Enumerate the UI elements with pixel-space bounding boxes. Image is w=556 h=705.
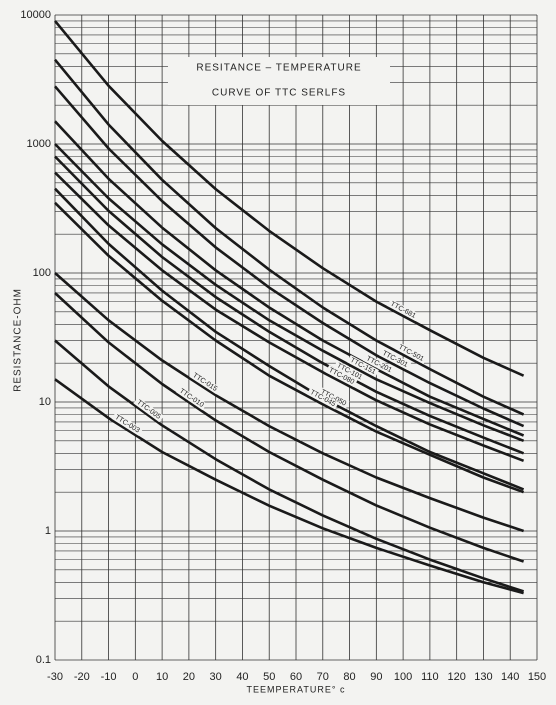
curve bbox=[54, 120, 525, 437]
y-tick-label: 1000 bbox=[27, 138, 51, 150]
x-tick-label: 150 bbox=[528, 671, 546, 683]
curve bbox=[54, 143, 525, 443]
x-tick-label: -20 bbox=[74, 671, 90, 683]
x-tick-label: 40 bbox=[236, 671, 248, 683]
x-tick-label: 10 bbox=[156, 671, 168, 683]
x-tick-label: 110 bbox=[421, 671, 439, 683]
y-tick-label: 10000 bbox=[20, 9, 51, 21]
y-tick-label: 0.1 bbox=[36, 654, 51, 666]
curves bbox=[53, 20, 525, 595]
curve bbox=[54, 292, 525, 563]
chart-subtitle: CURVE OF TTC SERLFS bbox=[212, 88, 346, 99]
curve bbox=[54, 378, 524, 595]
x-tick-label: 30 bbox=[210, 671, 222, 683]
chart-title: RESITANCE – TEMPERATURE bbox=[196, 63, 361, 74]
label-bg bbox=[133, 396, 165, 423]
label-bg bbox=[317, 386, 350, 409]
curve bbox=[54, 339, 525, 593]
label-bg bbox=[333, 360, 366, 383]
title-box bbox=[168, 57, 390, 105]
label-bg bbox=[306, 387, 339, 410]
x-tick-label: 90 bbox=[370, 671, 382, 683]
x-tick-label: -10 bbox=[101, 671, 117, 683]
x-tick-label: 80 bbox=[343, 671, 355, 683]
x-tick-label: 130 bbox=[474, 671, 492, 683]
label-bg bbox=[379, 348, 412, 370]
y-tick-label: 10 bbox=[39, 396, 51, 408]
curve bbox=[53, 58, 525, 416]
label-bg bbox=[111, 412, 143, 436]
curve bbox=[53, 20, 525, 377]
grid bbox=[54, 14, 538, 661]
y-tick-label: 1 bbox=[45, 525, 51, 537]
label-bg bbox=[362, 353, 396, 376]
label-bg bbox=[189, 370, 221, 395]
x-tick-label: 140 bbox=[501, 671, 519, 683]
curve bbox=[54, 201, 525, 494]
curve bbox=[54, 187, 525, 491]
x-tick-label: 0 bbox=[132, 671, 138, 683]
label-bg bbox=[387, 298, 420, 321]
x-tick-label: 60 bbox=[290, 671, 302, 683]
x-axis-label: TEEMPERATURE° c bbox=[247, 684, 346, 694]
curve bbox=[54, 155, 525, 455]
x-tick-label: 20 bbox=[183, 671, 195, 683]
curve bbox=[54, 272, 525, 533]
label-bg bbox=[346, 355, 379, 378]
x-tick-label: 50 bbox=[263, 671, 275, 683]
y-axis-label: RESISTANCE-OHM bbox=[13, 288, 24, 392]
label-bg bbox=[325, 365, 358, 388]
x-tick-label: 100 bbox=[394, 671, 412, 683]
y-tick-label: 100 bbox=[33, 267, 51, 279]
x-tick-label: 120 bbox=[447, 671, 465, 683]
curve bbox=[54, 171, 525, 463]
label-bg bbox=[176, 385, 208, 411]
label-bg bbox=[395, 341, 428, 365]
x-tick-label: 70 bbox=[317, 671, 329, 683]
curve bbox=[54, 85, 525, 428]
x-tick-label: -30 bbox=[47, 671, 63, 683]
